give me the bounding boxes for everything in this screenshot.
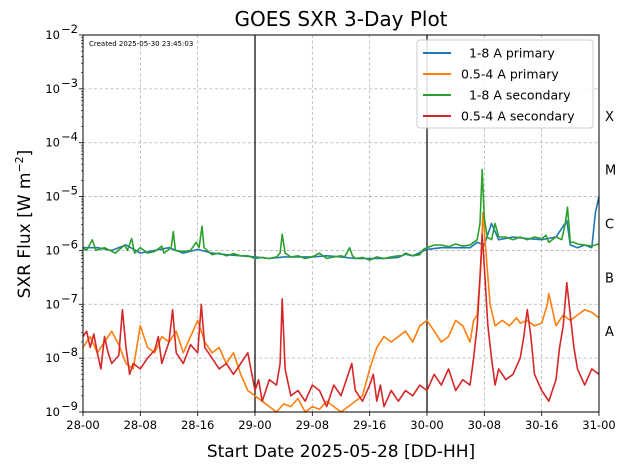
y-tick-label: 10 [45, 82, 60, 96]
y-tick-exponent: −5 [61, 184, 78, 198]
legend-label: 0.5-4 A secondary [461, 109, 575, 124]
x-tick-label: 28-16 [181, 418, 214, 432]
chart-title: GOES SXR 3-Day Plot [234, 7, 447, 31]
flare-class-label: A [605, 325, 614, 340]
flare-class-label: C [605, 218, 614, 233]
y-tick-label: 10 [45, 28, 60, 42]
y-axis-title-close: ] [15, 150, 35, 157]
y-axis-title: SXR Flux [W m−2] [13, 150, 35, 299]
series-lines [82, 168, 600, 413]
y-tick-exponent: −3 [61, 76, 78, 90]
y-tick-exponent: −6 [61, 237, 78, 251]
x-tick-label: 31-00 [582, 418, 615, 432]
y-tick-exponent: −8 [61, 345, 78, 359]
y-tick-exponent: −2 [61, 22, 78, 36]
y-axis-title-exp: −2 [13, 156, 26, 172]
legend-label: 1-8 A secondary [461, 88, 571, 103]
created-note: Created 2025-05-30 23:45:03 [89, 40, 193, 48]
series-line [82, 168, 600, 261]
y-tick-exponent: −7 [61, 291, 78, 305]
y-tick-label: 10 [45, 136, 60, 150]
y-tick-label: 10 [45, 351, 60, 365]
y-tick-label: 10 [45, 297, 60, 311]
x-tick-label: 30-00 [410, 418, 443, 432]
x-tick-label: 30-16 [525, 418, 558, 432]
x-tick-label: 29-16 [353, 418, 386, 432]
x-axis-title: Start Date 2025-05-28 [DD-HH] [207, 442, 475, 462]
x-tick-label: 28-08 [124, 418, 157, 432]
y-tick-label: 10 [45, 405, 60, 419]
y-tick-exponent: −9 [61, 399, 78, 413]
axis-ticks [79, 34, 600, 416]
x-tick-label: 29-08 [296, 418, 329, 432]
plot-frame [82, 34, 600, 413]
flare-class-label: M [605, 164, 616, 179]
legend: 1-8 A primary 0.5-4 A primary 1-8 A secon… [416, 39, 594, 129]
x-tick-label: 29-00 [238, 418, 271, 432]
legend-label: 0.5-4 A primary [461, 67, 559, 82]
flare-class-label: B [605, 271, 614, 286]
flare-class-labels: A B C M X [605, 110, 616, 340]
y-tick-label: 10 [45, 190, 60, 204]
legend-box [416, 39, 594, 129]
y-tick-exponent: −4 [61, 130, 78, 144]
y-tick-label: 10 [45, 243, 60, 257]
series-line [83, 196, 600, 260]
legend-label: 1-8 A primary [461, 46, 555, 61]
flare-class-label: X [605, 110, 614, 125]
series-line [82, 211, 600, 413]
y-tick-labels: 10−910−810−710−610−510−410−310−2 [45, 22, 78, 419]
x-tick-label: 28-00 [66, 418, 99, 432]
series-line [82, 233, 600, 408]
y-axis-title-main: SXR Flux [W m [15, 173, 35, 299]
x-tick-labels: 28-00 28-08 28-16 29-00 29-08 29-16 30-00 30-08… [66, 418, 615, 432]
x-tick-label: 30-08 [468, 418, 501, 432]
